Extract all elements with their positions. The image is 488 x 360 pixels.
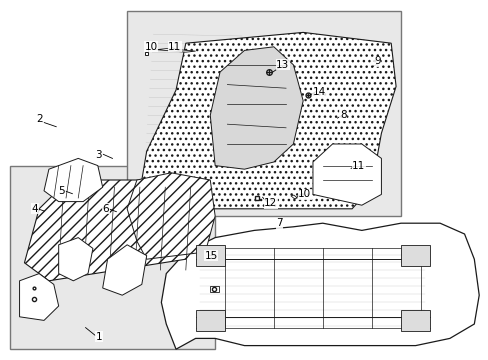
Text: 5: 5 xyxy=(59,186,65,196)
Polygon shape xyxy=(312,144,381,205)
Bar xyxy=(210,286,219,292)
Polygon shape xyxy=(24,180,210,281)
Text: 15: 15 xyxy=(204,251,217,261)
Text: 7: 7 xyxy=(276,218,283,228)
Bar xyxy=(127,11,400,216)
Bar xyxy=(400,245,429,266)
Text: 6: 6 xyxy=(102,204,109,214)
Polygon shape xyxy=(161,223,478,349)
Text: 13: 13 xyxy=(276,60,289,70)
Polygon shape xyxy=(137,32,395,209)
Text: 1: 1 xyxy=(95,332,102,342)
Bar xyxy=(400,310,429,331)
Polygon shape xyxy=(156,49,195,52)
Polygon shape xyxy=(59,238,93,281)
Bar xyxy=(195,310,224,331)
Polygon shape xyxy=(44,158,102,202)
Polygon shape xyxy=(102,245,146,295)
Polygon shape xyxy=(290,195,297,199)
Bar xyxy=(10,166,215,349)
Polygon shape xyxy=(127,173,215,259)
Text: 10: 10 xyxy=(144,42,158,52)
Polygon shape xyxy=(20,274,59,320)
Text: 10: 10 xyxy=(298,189,311,199)
Text: 12: 12 xyxy=(264,198,277,208)
Text: 2: 2 xyxy=(37,114,43,124)
Text: 8: 8 xyxy=(339,110,346,120)
Bar xyxy=(195,245,224,266)
Text: 14: 14 xyxy=(312,87,325,97)
Polygon shape xyxy=(210,47,303,169)
Text: 11: 11 xyxy=(351,161,365,171)
Text: 3: 3 xyxy=(95,150,102,160)
Polygon shape xyxy=(144,52,148,55)
Text: 9: 9 xyxy=(373,56,380,66)
Text: 4: 4 xyxy=(32,204,39,214)
Text: 11: 11 xyxy=(168,42,181,52)
